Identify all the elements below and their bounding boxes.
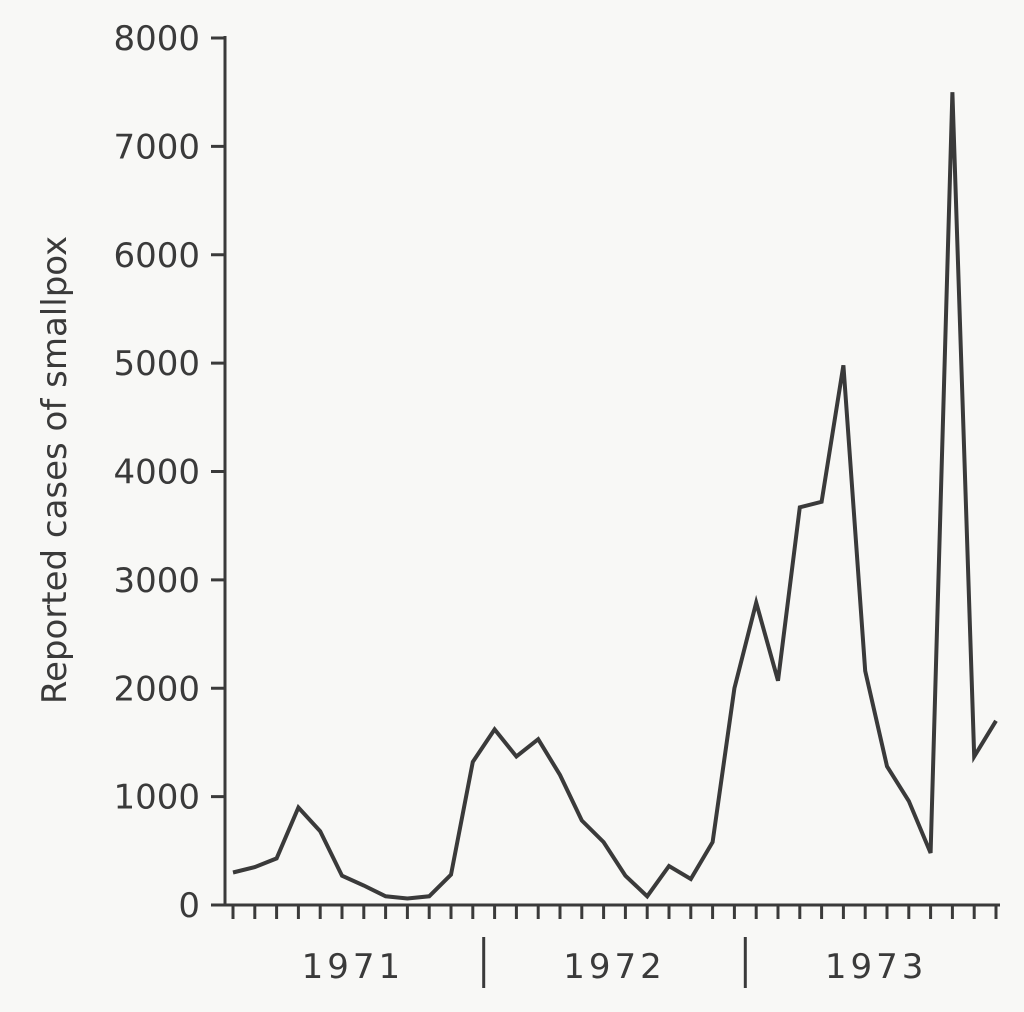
data-point — [471, 760, 475, 764]
data-point — [645, 894, 649, 898]
y-tick-label: 0 — [178, 886, 200, 926]
data-point — [318, 829, 322, 833]
data-point — [798, 505, 802, 509]
data-point — [972, 755, 976, 759]
data-point — [776, 679, 780, 683]
data-point — [405, 896, 409, 900]
data-point — [558, 773, 562, 777]
y-tick-label: 5000 — [113, 344, 200, 384]
data-point — [820, 500, 824, 504]
data-point — [711, 840, 715, 844]
data-point — [362, 883, 366, 887]
data-point — [231, 870, 235, 874]
data-point — [667, 864, 671, 868]
data-point — [689, 877, 693, 881]
y-tick-label: 1000 — [113, 778, 200, 818]
y-tick-label: 8000 — [113, 19, 200, 59]
data-point — [863, 669, 867, 673]
data-point — [580, 818, 584, 822]
year-labels: 1971 1972 1973 — [302, 937, 928, 988]
data-point — [514, 755, 518, 759]
data-point — [427, 894, 431, 898]
data-point — [602, 840, 606, 844]
data-point — [885, 764, 889, 768]
data-point — [449, 873, 453, 877]
data-point — [841, 363, 845, 367]
y-tick-label: 2000 — [113, 669, 200, 709]
y-tick-label: 6000 — [113, 236, 200, 276]
data-point — [275, 856, 279, 860]
data-point — [994, 719, 998, 723]
y-axis-ticks: 0 1000 2000 3000 4000 5000 6000 7000 8000 — [113, 19, 225, 926]
data-point — [296, 805, 300, 809]
data-points — [231, 90, 998, 900]
series-line — [232, 92, 998, 901]
data-point — [929, 851, 933, 855]
data-point — [340, 874, 344, 878]
data-point — [950, 90, 954, 94]
data-point — [623, 874, 627, 878]
data-point — [493, 727, 497, 731]
year-label: 1971 — [302, 947, 405, 987]
x-axis-ticks — [231, 905, 998, 919]
data-point — [384, 894, 388, 898]
y-tick-label: 3000 — [113, 561, 200, 601]
data-point — [754, 601, 758, 605]
y-tick-label: 7000 — [113, 127, 200, 167]
data-point — [536, 737, 540, 741]
year-label: 1972 — [563, 947, 666, 987]
y-tick-label: 4000 — [113, 453, 200, 493]
year-label: 1973 — [825, 947, 928, 987]
data-point — [253, 865, 257, 869]
data-point — [907, 799, 911, 803]
data-point — [732, 686, 736, 690]
y-axis-label: Reported cases of smallpox — [35, 236, 75, 704]
